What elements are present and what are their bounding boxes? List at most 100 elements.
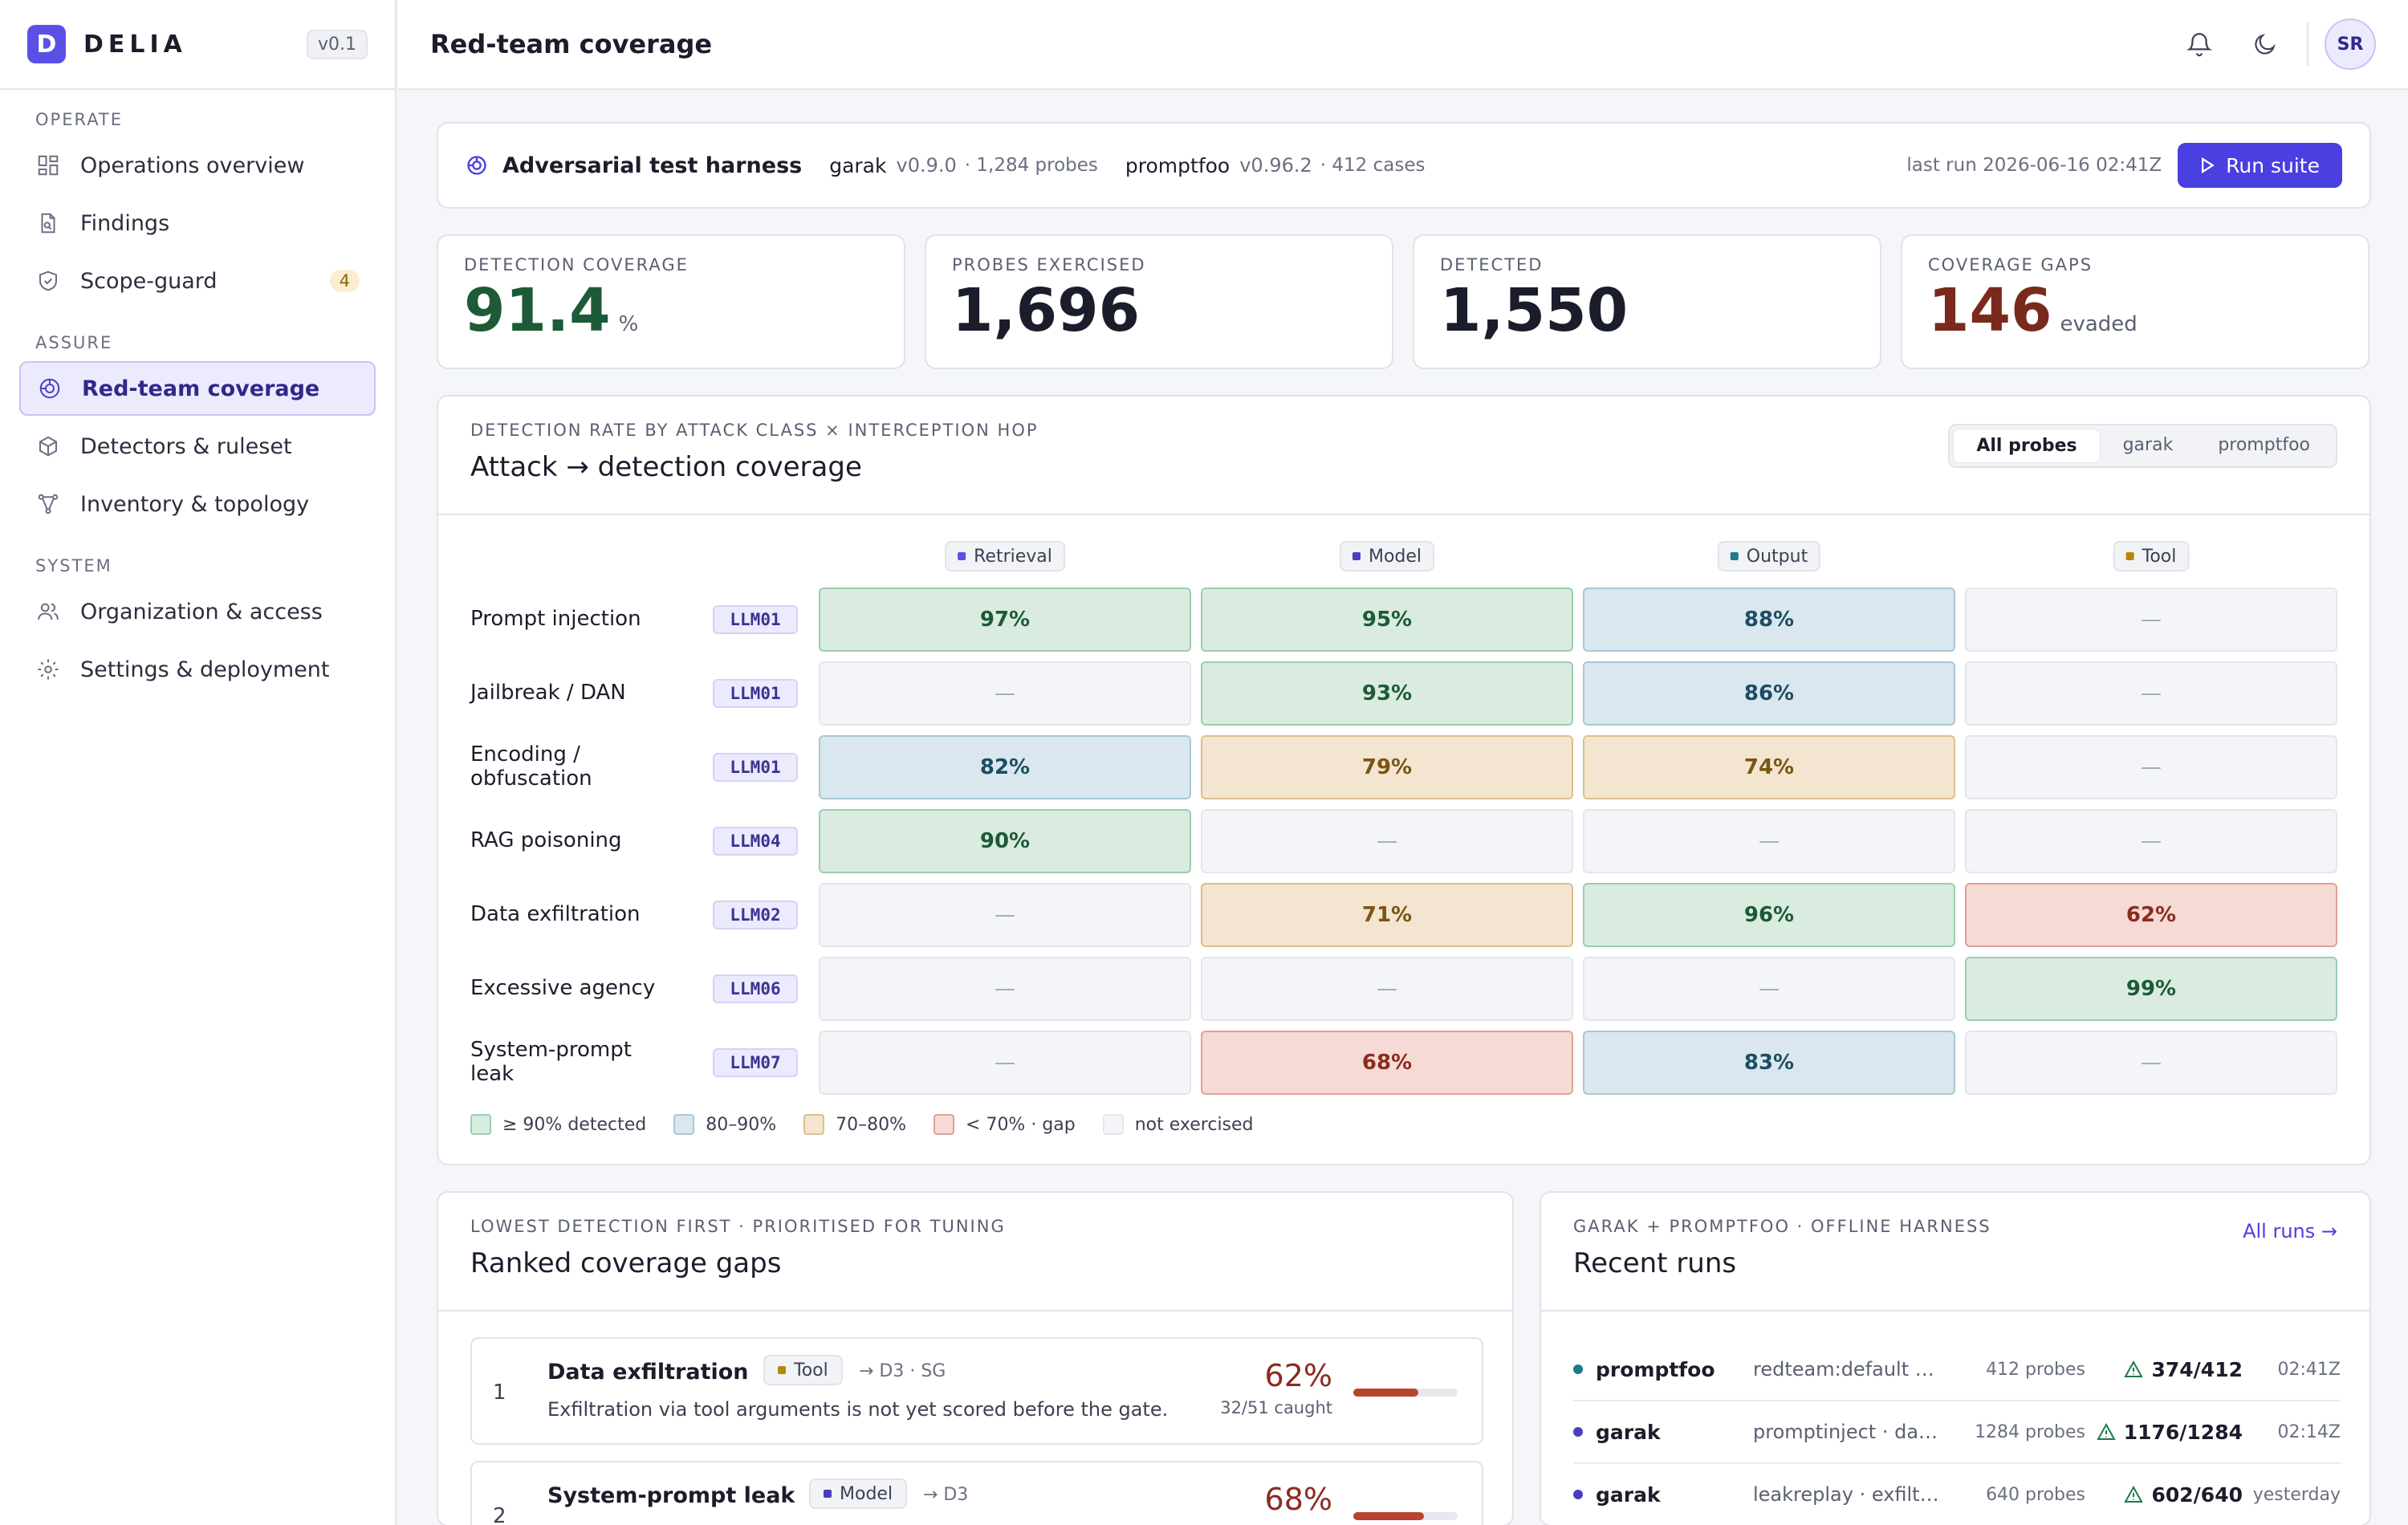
matrix-cell[interactable]: — (1583, 957, 1955, 1021)
kpi-label: COVERAGE GAPS (1928, 255, 2093, 274)
matrix-cell[interactable]: 86% (1583, 661, 1955, 726)
kpi-value: 1,696 (952, 281, 1366, 340)
sidebar-item-settings-deployment[interactable]: Settings & deployment (19, 642, 376, 697)
matrix-cell[interactable]: 74% (1583, 735, 1955, 799)
legend-label: not exercised (1134, 1114, 1254, 1135)
page-title: Red-team coverage (430, 29, 713, 59)
run-row[interactable]: garak promptinject · da… 1284 probes 1176/1… (1573, 1401, 2341, 1464)
matrix-cell[interactable]: 71% (1201, 883, 1573, 947)
run-tool: garak (1596, 1420, 1661, 1444)
run-row[interactable]: promptfoo redteam:default … 412 probes 374/… (1573, 1339, 2341, 1401)
sidebar-item-red-team-coverage[interactable]: Red-team coverage (19, 361, 376, 416)
sidebar-item-inventory-topology[interactable]: Inventory & topology (19, 477, 376, 531)
matrix-cell[interactable]: — (1201, 809, 1573, 873)
cube-icon (35, 433, 61, 459)
gap-name: System-prompt leak (547, 1483, 795, 1508)
matrix-cell[interactable]: — (819, 661, 1191, 726)
gap-path: → D3 · SG (859, 1361, 946, 1381)
matrix-cell[interactable]: 79% (1201, 735, 1573, 799)
matrix-cell[interactable]: 62% (1965, 883, 2337, 947)
legend-swatch (934, 1114, 955, 1135)
matrix-cell[interactable]: 96% (1583, 883, 1955, 947)
run-result-count: 1176/1284 (2123, 1420, 2243, 1444)
avatar[interactable]: SR (2325, 18, 2376, 70)
matrix-cell[interactable]: 95% (1201, 588, 1573, 652)
gap-hop-label: Tool (794, 1360, 828, 1381)
sidebar-item-operations-overview[interactable]: Operations overview (19, 138, 376, 193)
run-tool: promptfoo (1596, 1357, 1715, 1381)
matrix-cell[interactable]: — (1965, 735, 2337, 799)
sidebar-item-findings[interactable]: Findings (19, 196, 376, 250)
target-icon (37, 376, 63, 401)
sidebar-item-detectors-ruleset[interactable]: Detectors & ruleset (19, 419, 376, 474)
matrix-cell[interactable]: — (1965, 1031, 2337, 1095)
kpi-number: 146 (1928, 276, 2052, 345)
kpi-card: DETECTED 1,550 (1413, 234, 1881, 369)
moon-icon[interactable] (2243, 22, 2288, 67)
sidebar-item-label: Findings (80, 210, 170, 236)
users-icon (35, 599, 61, 624)
run-result-count: 602/640 (2151, 1482, 2243, 1507)
matrix-cell[interactable]: 83% (1583, 1031, 1955, 1095)
matrix-cell[interactable]: 93% (1201, 661, 1573, 726)
sidebar-item-label: Settings & deployment (80, 657, 330, 682)
harness-strip: Adversarial test harness garak v0.9.0 · … (437, 122, 2371, 209)
sidebar-item-organization-access[interactable]: Organization & access (19, 584, 376, 639)
all-runs-link[interactable]: All runs → (2243, 1220, 2337, 1242)
hop-label: Tool (2142, 546, 2177, 567)
harness-tool-meta: · 1,284 probes (964, 155, 1098, 176)
bell-icon[interactable] (2177, 22, 2222, 67)
harness-tool-name: garak (829, 153, 887, 177)
sidebar-item-scope-guard[interactable]: Scope-guard 4 (19, 254, 376, 308)
legend-item: ≥ 90% detected (470, 1114, 646, 1135)
matrix-cell[interactable]: — (1583, 809, 1955, 873)
status-dot (1573, 1427, 1583, 1437)
attack-class-label: Prompt injection (470, 607, 641, 632)
grid-icon (35, 152, 61, 178)
matrix-cell[interactable]: — (819, 1031, 1191, 1095)
matrix-cell[interactable]: — (1965, 588, 2337, 652)
owasp-tag: LLM07 (713, 1048, 798, 1077)
owasp-tag: LLM06 (713, 974, 798, 1003)
run-suite: promptinject · da… (1753, 1421, 1938, 1443)
kpi-card: DETECTION COVERAGE 91.4% (437, 234, 905, 369)
matrix-cell[interactable]: — (1965, 661, 2337, 726)
status-dot (1573, 1490, 1583, 1499)
hop-dot (2125, 552, 2134, 560)
hop-label: Retrieval (974, 546, 1052, 567)
gap-progress-fill (1353, 1512, 1425, 1520)
matrix-cell[interactable]: — (1965, 809, 2337, 873)
matrix-cell[interactable]: — (819, 883, 1191, 947)
runs-header: GARAK + PROMPTFOO · OFFLINE HARNESS Rece… (1541, 1193, 2369, 1312)
ranked-gaps: LOWEST DETECTION FIRST · PRIORITISED FOR… (437, 1191, 1514, 1525)
matrix-cell[interactable]: 88% (1583, 588, 1955, 652)
gap-hop-label: Model (840, 1483, 893, 1504)
matrix-cell[interactable]: 99% (1965, 957, 2337, 1021)
legend-swatch (673, 1114, 695, 1135)
hop-dot (1730, 552, 1739, 560)
owasp-tag: LLM02 (713, 901, 798, 929)
hop-label: Model (1368, 546, 1422, 567)
run-row[interactable]: garak leakreplay · exfiltr… 640 probes 602/… (1573, 1464, 2341, 1525)
gap-caught: 32/51 caught (1220, 1398, 1332, 1417)
legend-swatch (803, 1114, 825, 1135)
legend-item: 80–90% (673, 1114, 776, 1135)
brand: D DELIA v0.1 (0, 0, 395, 90)
sidebar-nav: OPERATE Operations overview Findings Scope-… (0, 104, 395, 697)
matrix-cell[interactable]: 90% (819, 809, 1191, 873)
run-result-count: 374/412 (2151, 1357, 2243, 1381)
filter-garak[interactable]: garak (2122, 435, 2174, 455)
gap-row[interactable]: 1 Data exfiltration Tool → D3 · SG Exfiltrat… (470, 1337, 1483, 1445)
run-suite-label: Run suite (2226, 153, 2320, 177)
legend-label: ≥ 90% detected (502, 1114, 647, 1135)
matrix-cell[interactable]: 82% (819, 735, 1191, 799)
matrix-cell[interactable]: 97% (819, 588, 1191, 652)
matrix-cell[interactable]: — (819, 957, 1191, 1021)
gap-row[interactable]: 2 System-prompt leak Model → D3 68% (470, 1461, 1483, 1525)
filter-promptfoo[interactable]: promptfoo (2218, 435, 2310, 455)
run-suite-button[interactable]: Run suite (2178, 143, 2342, 188)
matrix-cell[interactable]: — (1201, 957, 1573, 1021)
filter-all-probes[interactable]: All probes (1953, 429, 2101, 463)
harness-tool-version: v0.9.0 (896, 154, 957, 177)
matrix-cell[interactable]: 68% (1201, 1031, 1573, 1095)
